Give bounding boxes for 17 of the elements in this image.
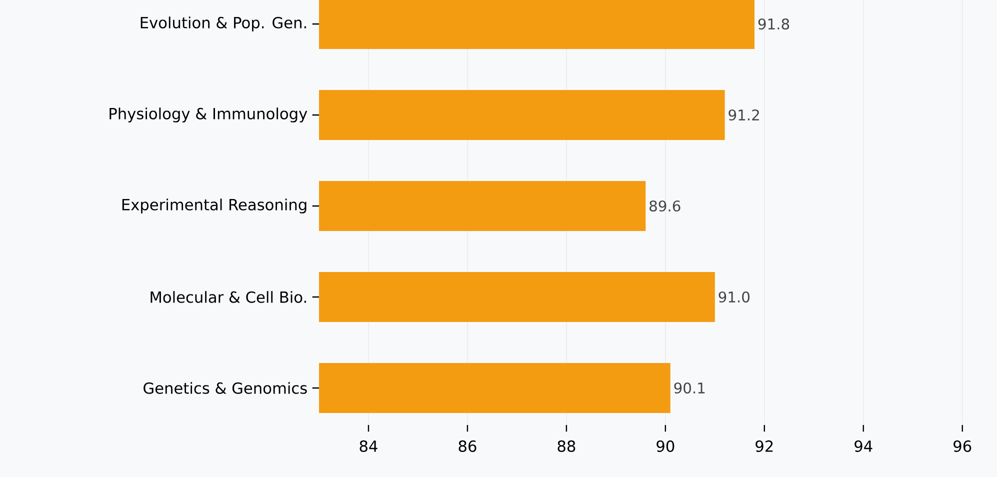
x-tick-label: 94 <box>854 440 872 452</box>
y-tick-label: Molecular & Cell Bio. <box>150 291 306 303</box>
y-tick-label: Genetics & Genomics <box>144 382 307 394</box>
x-tick-label: 90 <box>656 440 674 452</box>
x-tick-label: 92 <box>756 440 773 452</box>
x-tick-label: 84 <box>360 440 378 452</box>
x-tick-label: 86 <box>458 440 476 452</box>
x-tick-label: 96 <box>954 440 972 452</box>
y-tick-label: Physiology & Immunology <box>110 108 308 122</box>
y-tick-label: Experimental Reasoning <box>122 198 306 214</box>
data-label: 91.0 <box>718 291 750 303</box>
data-label: 91.8 <box>758 18 790 30</box>
y-tick-label: Evolution & Pop. Gen. <box>140 16 306 32</box>
data-label: 91.2 <box>728 109 759 121</box>
x-tick-label: 88 <box>558 440 576 452</box>
data-label: 89.6 <box>650 200 680 212</box>
data-label: 90.1 <box>674 382 705 394</box>
